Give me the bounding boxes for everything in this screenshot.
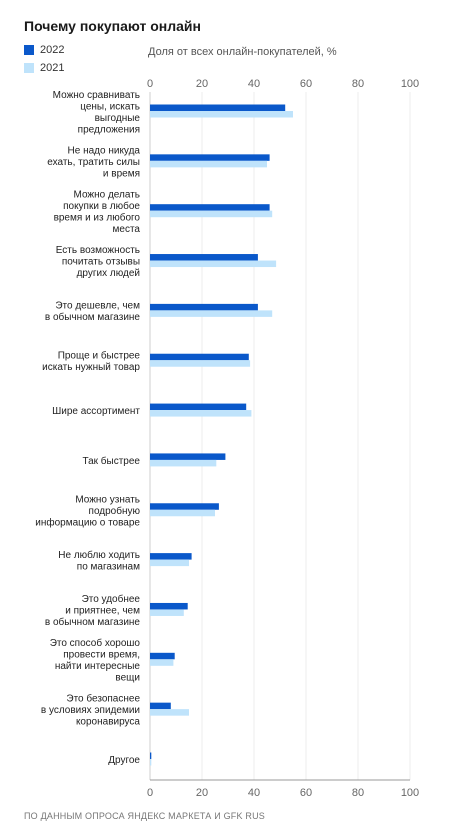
category-label: Можно сравнивать цены, искать выгодные пред…	[53, 90, 141, 136]
category-label: Проще и быстрее искать нужный товар	[42, 349, 140, 373]
x-tick-label-bottom: 20	[196, 787, 208, 799]
legend-item-2021: 2021	[24, 62, 64, 74]
x-tick-label-top: 100	[401, 78, 419, 90]
bar-2021-5	[150, 310, 273, 317]
bar-2022-3	[150, 204, 270, 211]
legend-swatch-2022	[24, 45, 34, 55]
bar-2022-8	[150, 453, 226, 460]
bar-2022-10	[150, 553, 192, 560]
legend-item-2022: 2022	[24, 44, 64, 56]
bar-2022-13	[150, 702, 171, 710]
bar-2021-10	[150, 559, 189, 567]
bar-2021-9	[150, 509, 215, 517]
bar-2022-12	[150, 652, 175, 660]
category-label: Шире ассортимент	[52, 406, 140, 417]
x-tick-label-bottom: 0	[147, 787, 153, 799]
x-tick-label-bottom: 40	[248, 787, 260, 799]
category-label: Можно узнать подробную информацию о товаре	[35, 494, 140, 528]
category-label: Так быстрее	[82, 455, 140, 467]
category-label: Можно делать покупки в любое время и из лю…	[54, 189, 141, 235]
x-axis-title: Доля от всех онлайн-покупателей, %	[148, 46, 337, 58]
bar-2021-14	[150, 759, 152, 766]
legend-label-2021: 2021	[40, 62, 65, 74]
bar-2022-6	[150, 353, 249, 361]
category-label: Не надо никуда ехать, тратить силы и время	[47, 145, 140, 179]
x-tick-label-top: 40	[248, 78, 260, 90]
bar-2022-2	[150, 154, 270, 161]
category-label: Не люблю ходить по магазинам	[58, 549, 140, 573]
bar-2021-12	[150, 659, 174, 666]
bar-2021-1	[150, 111, 293, 118]
bar-2022-4	[150, 254, 258, 261]
x-tick-label-bottom: 60	[300, 787, 312, 799]
category-label: Есть возможность почитать отзывы других лю…	[56, 245, 140, 279]
bar-2022-7	[150, 403, 247, 411]
x-tick-label-top: 20	[196, 78, 208, 90]
x-tick-label-top: 60	[300, 78, 312, 90]
category-label: Это дешевле, чем в обычном магазине	[45, 301, 141, 324]
bar-2022-5	[150, 303, 258, 311]
source-note: ПО ДАННЫМ ОПРОСА ЯНДЕКС МАРКЕТА И GFK RU…	[24, 811, 265, 821]
chart-title: Почему покупают онлайн	[24, 18, 201, 34]
bar-2022-14	[150, 752, 152, 759]
category-label: Это безопаснее в условиях эпидемии коронав…	[41, 693, 141, 728]
bar-2021-6	[150, 360, 251, 367]
bar-2021-8	[150, 459, 217, 467]
x-tick-label-bottom: 80	[352, 787, 364, 799]
bar-2021-3	[150, 210, 273, 218]
bar-2021-7	[150, 410, 252, 417]
category-label: Другое	[108, 755, 140, 766]
legend-swatch-2021	[24, 63, 34, 73]
bar-2021-4	[150, 260, 277, 268]
x-tick-label-bottom: 100	[401, 787, 419, 799]
x-tick-label-top: 80	[352, 78, 364, 90]
bar-2022-1	[150, 104, 286, 111]
category-label: Это способ хорошо провести время, найти ин…	[50, 637, 141, 684]
legend-label-2022: 2022	[40, 44, 65, 56]
bar-2021-13	[150, 709, 189, 716]
x-tick-label-top: 0	[147, 78, 153, 90]
bar-2021-2	[150, 160, 267, 168]
bar-2022-11	[150, 602, 188, 610]
bar-2021-11	[150, 609, 184, 616]
bar-2022-9	[150, 503, 219, 510]
category-label: Это удобнее и приятнее, чем в обычном мага…	[45, 593, 141, 628]
